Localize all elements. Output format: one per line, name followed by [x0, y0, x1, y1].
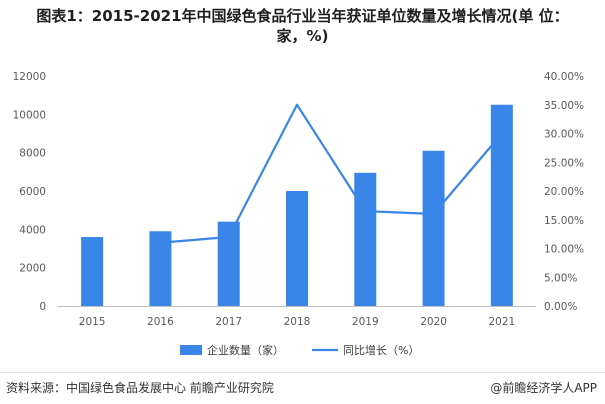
legend-bar-label: 企业数量（家） — [207, 343, 284, 357]
y-left-tick-label: 0 — [39, 301, 46, 313]
source-note: 资料来源：中国绿色食品发展中心 前瞻产业研究院 — [6, 381, 274, 395]
y-right-tick-label: 25.00% — [544, 157, 584, 169]
y-left-tick-label: 10000 — [13, 109, 46, 121]
y-left-tick-label: 12000 — [13, 71, 46, 83]
footer: 资料来源：中国绿色食品发展中心 前瞻产业研究院 @前瞻经济学人APP — [0, 372, 605, 399]
y-left-tick-label: 8000 — [19, 148, 46, 160]
bar-2021 — [490, 104, 513, 306]
bar-2019 — [354, 172, 377, 306]
x-tick-label: 2017 — [215, 316, 242, 328]
legend-bar-swatch — [180, 345, 202, 355]
x-tick-label: 2020 — [420, 316, 447, 328]
y-right-tick-label: 5.00% — [544, 272, 577, 284]
chart-title: 图表1：2015-2021年中国绿色食品行业当年获证单位数量及增长情况(单 位：… — [0, 0, 605, 50]
y-right-tick-label: 40.00% — [544, 71, 584, 83]
y-left-tick-label: 2000 — [19, 263, 46, 275]
y-right-tick-label: 0.00% — [544, 301, 577, 313]
x-tick-label: 2015 — [79, 316, 106, 328]
y-right-tick-label: 10.00% — [544, 244, 584, 256]
y-right-tick-label: 20.00% — [544, 186, 584, 198]
combo-chart: 0 2000 4000 6000 8000 10000 12000 0.00% 5.00% 10.… — [13, 71, 584, 357]
y-right-tick-label: 15.00% — [544, 215, 584, 227]
x-tick-label: 2019 — [352, 316, 379, 328]
y-right-tick-label: 35.00% — [544, 100, 584, 112]
y-left-tick-label: 6000 — [19, 186, 46, 198]
x-tick-label: 2018 — [284, 316, 311, 328]
y-right-tick-label: 30.00% — [544, 129, 584, 141]
bar-2020 — [422, 150, 445, 306]
x-tick-label: 2016 — [147, 316, 174, 328]
bar-2015 — [81, 237, 104, 306]
growth-line — [160, 103, 503, 244]
chart-title-line-2: 家，%) — [276, 27, 329, 45]
brand-credit: @前瞻经济学人APP — [490, 381, 597, 395]
legend-line-label: 同比增长（%） — [343, 343, 419, 357]
x-tick-label: 2021 — [488, 316, 515, 328]
bar-2018 — [286, 191, 308, 306]
y-left-tick-label: 4000 — [19, 224, 46, 236]
bar-2016 — [149, 231, 172, 306]
chart-title-line-1: 图表1：2015-2021年中国绿色食品行业当年获证单位数量及增长情况(单 位： — [36, 7, 569, 25]
bar-2017 — [217, 221, 240, 306]
